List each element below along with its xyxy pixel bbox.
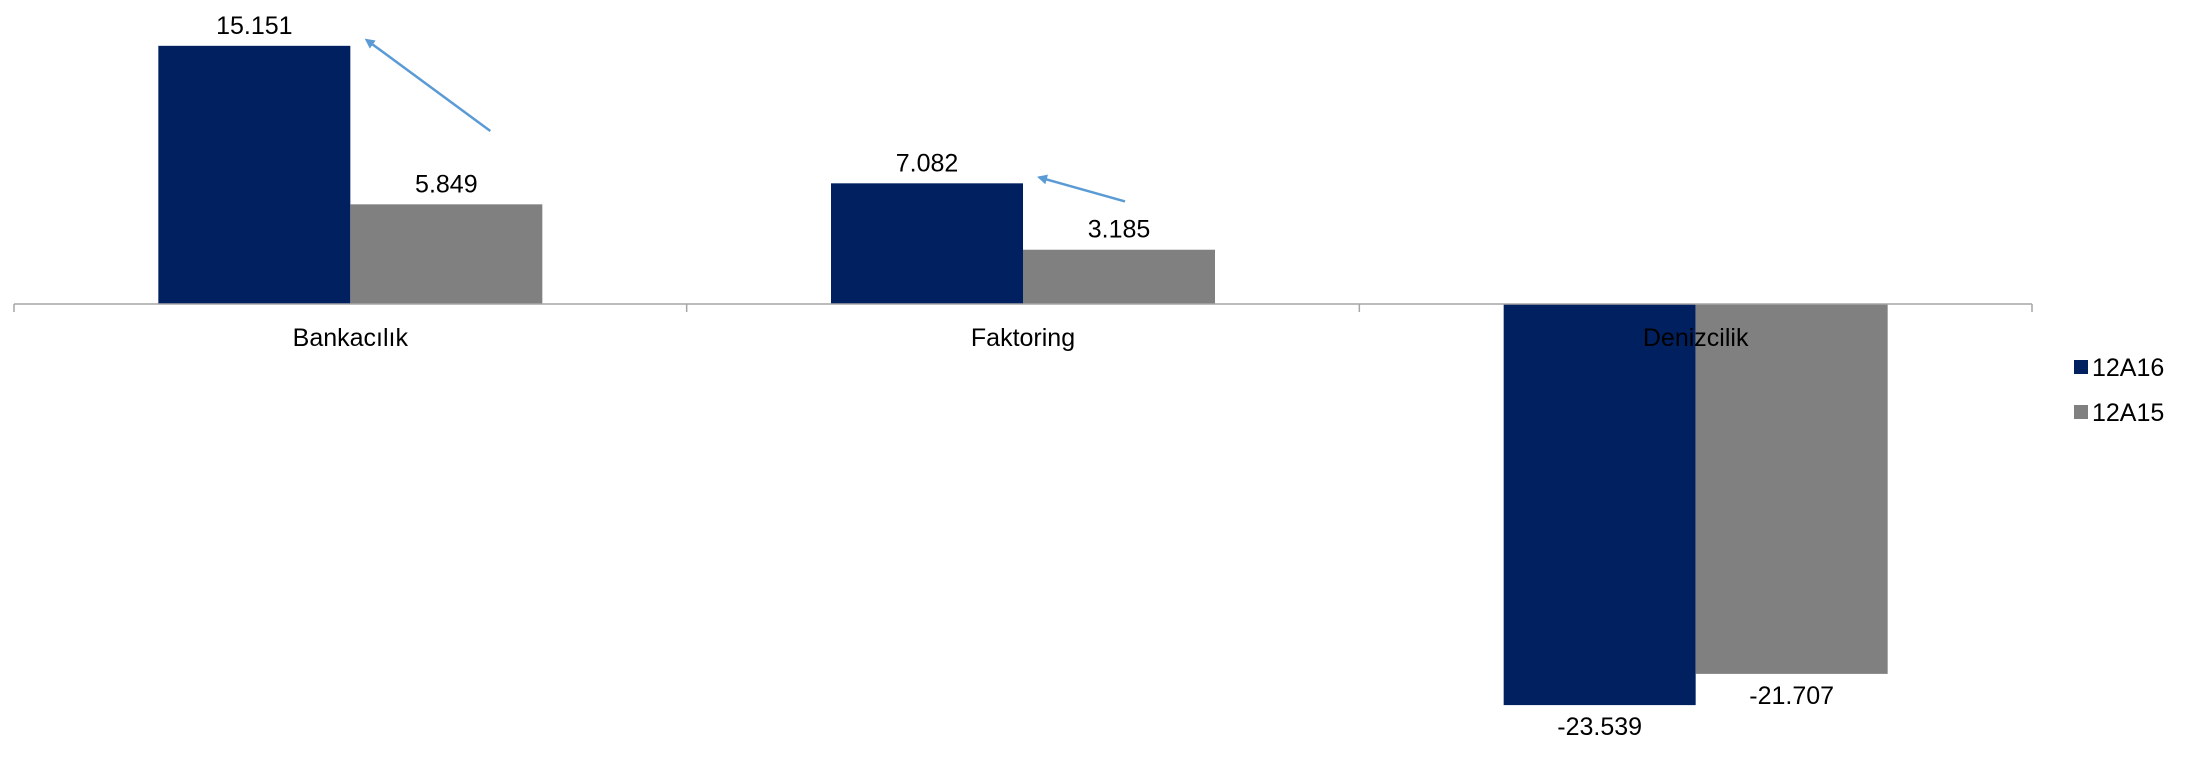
data-label-12A16-0: 15.151: [216, 12, 292, 40]
bar-12A16-2: [1503, 304, 1696, 706]
bar-12A16-1: [831, 183, 1023, 304]
category-label-2: Denizcilik: [1643, 324, 1749, 352]
annotation-arrows: [364, 38, 1126, 203]
data-label-12A16-1: 7.082: [896, 149, 959, 177]
data-label-12A15-0: 5.849: [415, 170, 478, 198]
legend-swatch-12A16: [2074, 360, 2088, 374]
legend-label-12A15: 12A15: [2092, 399, 2164, 427]
bar-12A16-0: [158, 45, 351, 304]
bar-12A15-1: [1023, 249, 1215, 304]
data-label-12A16-2: -23.539: [1557, 713, 1642, 741]
legend: 12A16 12A15: [2074, 354, 2164, 427]
data-label-12A15-1: 3.185: [1088, 216, 1151, 244]
bar-12A15-0: [350, 204, 543, 304]
annotation-arrow-0: [364, 38, 492, 133]
legend-label-12A16: 12A16: [2092, 354, 2164, 382]
category-labels: Bankacılık Faktoring Denizcilik: [293, 324, 1749, 352]
annotation-arrow-1: [1037, 174, 1126, 203]
legend-swatch-12A15: [2074, 405, 2088, 419]
bars-layer: [158, 45, 1888, 706]
category-label-1: Faktoring: [971, 324, 1075, 352]
data-labels: 15.151 5.849 7.082 3.185 -23.539 -21.707: [216, 12, 1834, 741]
data-label-12A15-2: -21.707: [1749, 682, 1834, 710]
bar-12A15-2: [1695, 304, 1888, 674]
category-label-0: Bankacılık: [293, 324, 409, 352]
x-axis: [13, 303, 2033, 312]
